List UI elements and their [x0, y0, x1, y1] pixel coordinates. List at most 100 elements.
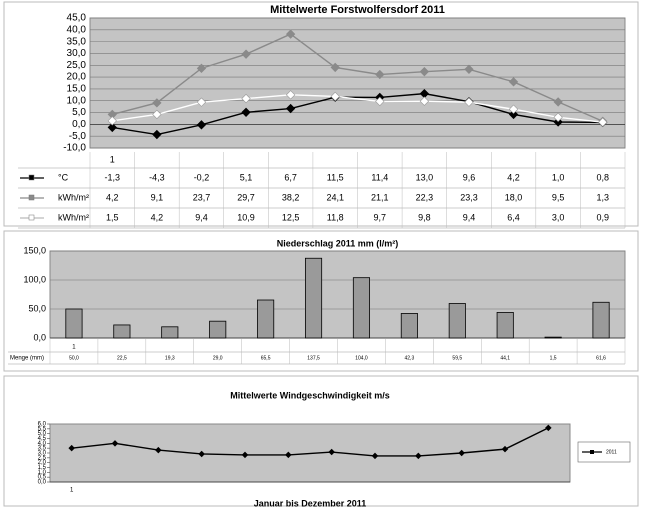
data-label: -4,3: [149, 172, 165, 182]
marker: [545, 424, 552, 432]
bar: [448, 303, 466, 339]
chart-title: Mittelwerte Forstwolfersdorf 2011: [270, 4, 445, 16]
marker: [196, 63, 207, 74]
y-tick-label: 0,5: [38, 475, 47, 481]
y-tick-label: 1,0: [38, 470, 47, 476]
marker: [330, 62, 340, 73]
data-label: 61,6: [596, 355, 606, 361]
data-label: 104,0: [355, 355, 368, 361]
marker: [285, 90, 296, 100]
y-tick-label: 20,0: [67, 72, 87, 83]
x-tick-label: 1: [72, 345, 76, 351]
bar: [257, 299, 275, 339]
marker: [152, 109, 162, 120]
y-tick-label: 2,0: [38, 460, 47, 466]
bar: [352, 277, 371, 339]
y-tick-label: 3,0: [38, 451, 47, 457]
bar: [209, 320, 227, 339]
legend-marker: [28, 174, 35, 181]
data-label: 44,1: [500, 355, 510, 361]
x-tick-label: 1: [70, 488, 74, 494]
y-tick-label: 45,0: [67, 13, 87, 24]
marker: [196, 97, 207, 107]
legend-marker: [28, 214, 35, 221]
data-label: 23,3: [460, 192, 478, 202]
data-label: 24,1: [326, 192, 344, 202]
data-label: 38,2: [282, 192, 300, 202]
marker: [241, 49, 251, 59]
y-tick-label: 0,0: [72, 119, 86, 130]
bar: [113, 324, 131, 339]
legend-label: 2011: [606, 449, 617, 455]
marker: [464, 64, 474, 74]
data-label: 1,5: [106, 212, 119, 222]
data-label: 9,1: [151, 192, 164, 202]
data-label: -1,3: [105, 172, 121, 182]
data-label: 13,0: [416, 172, 434, 182]
marker: [375, 69, 385, 80]
y-tick-label: 150,0: [23, 245, 46, 255]
data-label: 4,2: [507, 172, 520, 182]
marker: [458, 449, 465, 457]
data-label: 4,2: [151, 212, 164, 222]
legend-marker: [590, 450, 594, 454]
marker: [107, 122, 117, 133]
marker: [598, 117, 608, 127]
y-tick-label: 1,5: [38, 465, 47, 471]
data-label: 1,3: [596, 192, 609, 202]
y-tick-label: 2,5: [38, 455, 47, 461]
legend-label: kWh/m²: [58, 212, 89, 222]
data-label: 23,7: [193, 192, 211, 202]
bar: [400, 313, 418, 339]
data-label: 5,1: [240, 172, 253, 182]
data-label: 9,4: [463, 212, 476, 222]
data-label: -0,2: [194, 172, 210, 182]
data-label: 22,3: [416, 192, 434, 202]
marker: [553, 117, 563, 127]
y-tick-label: 4,5: [38, 436, 47, 442]
y-tick-label: 3,5: [38, 446, 47, 452]
data-label: 29,0: [213, 355, 223, 361]
bar: [65, 308, 83, 339]
data-label: 65,5: [261, 355, 271, 361]
marker: [107, 116, 117, 126]
bar: [544, 336, 562, 339]
marker: [328, 448, 335, 456]
data-label: 22,5: [117, 355, 127, 361]
marker: [241, 93, 251, 104]
marker: [285, 103, 296, 114]
data-label: 11,5: [327, 172, 344, 182]
data-label: 1,0: [552, 172, 565, 182]
marker: [152, 129, 162, 140]
marker: [155, 446, 162, 454]
legend-label: kWh/m²: [58, 192, 89, 202]
marker: [241, 107, 251, 117]
data-label: 29,7: [237, 192, 255, 202]
data-label: 0,8: [596, 172, 609, 182]
x-axis-label: Januar bis Dezember 2011: [254, 498, 367, 508]
plot-area: [49, 250, 626, 339]
chart-title: Mittelwerte Windgeschwindigkeit m/s: [230, 390, 389, 400]
marker: [152, 98, 162, 108]
data-label: 3,0: [552, 212, 565, 222]
marker: [553, 112, 563, 122]
marker: [508, 104, 519, 114]
bar: [161, 326, 179, 339]
data-label: 11,4: [371, 172, 388, 182]
legend-label: Menge (mm): [10, 356, 44, 362]
y-tick-label: 50,0: [28, 303, 46, 313]
marker: [553, 97, 563, 107]
marker: [68, 444, 75, 452]
marker: [285, 29, 296, 39]
legend-label: °C: [58, 172, 69, 182]
plot-area: [89, 17, 626, 149]
y-tick-label: 40,0: [67, 24, 87, 35]
data-label: 10,9: [237, 212, 255, 222]
marker: [285, 451, 292, 459]
y-tick-label: 100,0: [23, 274, 46, 284]
data-label: 137,5: [307, 355, 320, 361]
data-label: 42,3: [405, 355, 415, 361]
marker: [196, 120, 207, 130]
data-label: 1,5: [550, 355, 557, 361]
